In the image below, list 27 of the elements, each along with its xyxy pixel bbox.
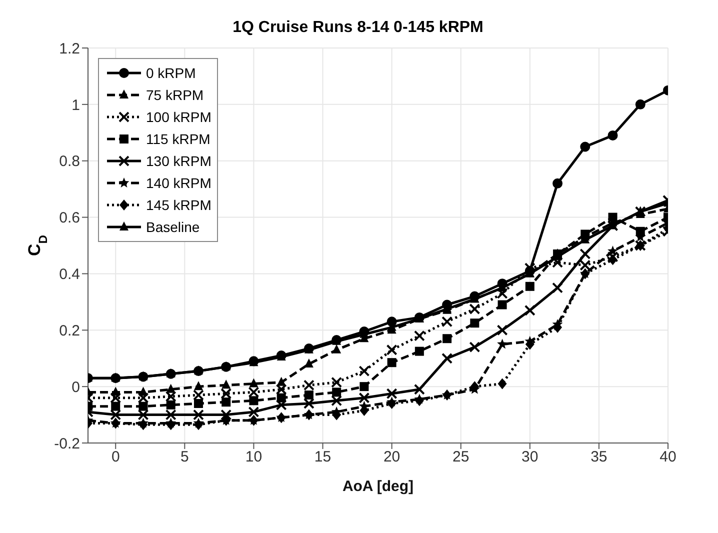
y-tick-label: 0 [72,378,80,396]
legend-label: 130 kRPM [146,153,212,169]
x-tick-label: 40 [660,448,676,466]
x-axis-title: AoA [deg] [342,478,414,495]
legend-label: 0 kRPM [146,65,196,81]
legend-label: 75 kRPM [146,87,204,103]
legend-label: 140 kRPM [146,175,212,191]
y-tick-label: -0.2 [54,435,80,452]
x-tick-label: 25 [452,448,470,466]
chart-title: 1Q Cruise Runs 8-14 0-145 kRPM [232,19,484,36]
legend-label: 115 kRPM [146,131,210,147]
legend-label: 145 kRPM [146,197,212,213]
x-tick-label: 10 [245,448,262,466]
y-tick-label: 0.6 [59,210,80,227]
y-tick-label: 1 [72,96,80,114]
legend-label: 100 kRPM [146,109,212,125]
x-tick-label: 20 [383,448,400,466]
y-tick-label: 1.2 [59,40,80,58]
x-tick-label: 30 [522,448,538,466]
legend-label: Baseline [146,219,200,235]
y-tick-label: 0.2 [59,322,80,340]
y-tick-label: 0.4 [59,266,80,284]
y-tick-label: 0.8 [59,153,80,170]
x-tick-label: 0 [111,448,120,466]
x-tick-label: 35 [590,448,608,466]
x-tick-label: 15 [314,448,332,466]
x-tick-label: 5 [180,448,189,466]
